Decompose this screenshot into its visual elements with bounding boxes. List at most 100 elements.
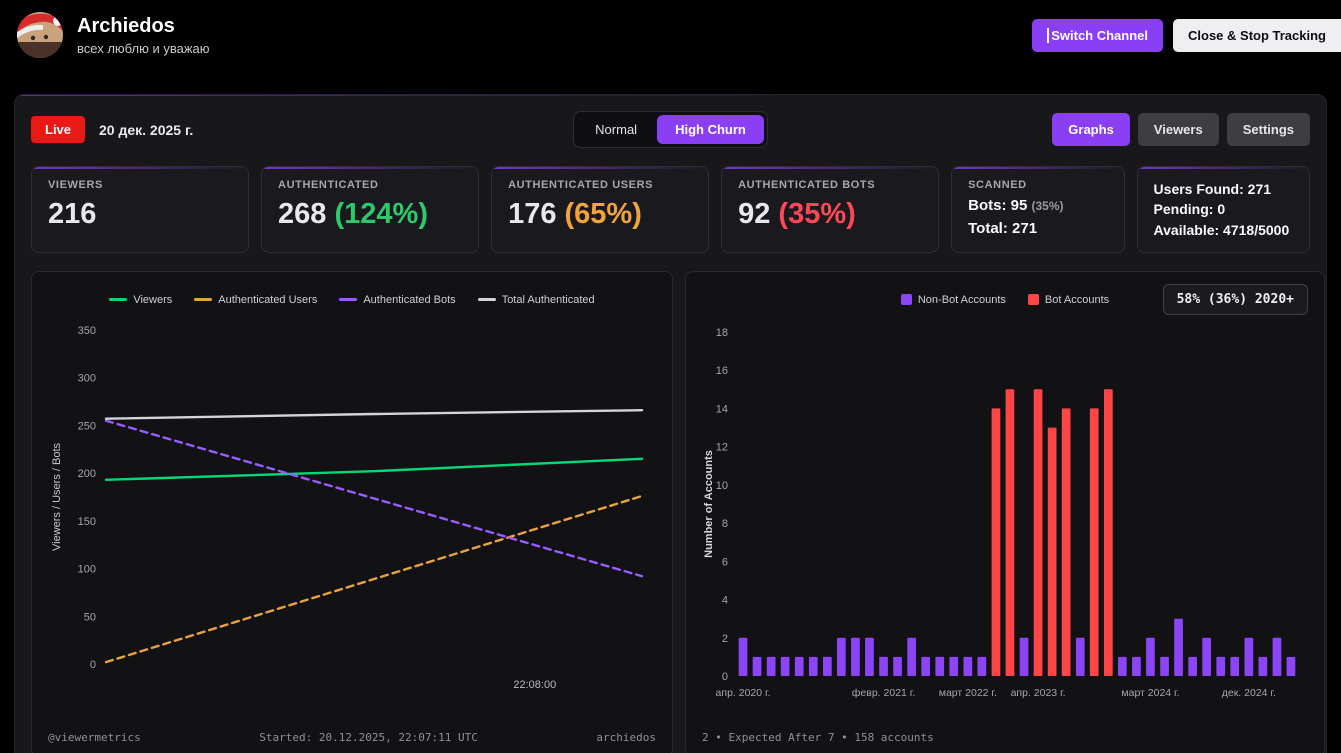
viewers-line-swatch [109, 298, 128, 302]
stats-row: VIEWERS 216 AUTHENTICATED 268 (124%) AUT… [31, 166, 1310, 253]
footer-watermark: @viewermetrics [48, 730, 141, 744]
svg-text:2: 2 [722, 633, 728, 645]
account-age-annotation: 58% (36%) 2020+ [1162, 283, 1308, 315]
legend-item-total-authenticated: Total Authenticated [477, 293, 595, 306]
bar-chart-svg: 0 2 4 6 8 10 12 14 16 18 Number of Accounts апр. 20… [703, 327, 1296, 699]
stat-card-authenticated: AUTHENTICATED 268 (124%) [261, 166, 480, 253]
stat-card-scanned: SCANNED Bots: 95 (35%) Total: 271 [951, 166, 1125, 253]
svg-text:4: 4 [722, 594, 728, 606]
mode-normal-button[interactable]: Normal [577, 115, 655, 144]
svg-text:февр. 2021 г.: февр. 2021 г. [852, 687, 915, 699]
legend-item-nonbot-accounts: Non-Bot Accounts [900, 293, 1006, 306]
nonbot-swatch [900, 294, 912, 306]
svg-text:дек. 2024 г.: дек. 2024 г. [1222, 687, 1276, 699]
svg-text:12: 12 [716, 442, 728, 454]
users-found-line: Users Found: 271 [1153, 181, 1272, 197]
svg-text:апр. 2023 г.: апр. 2023 г. [1011, 687, 1066, 699]
legend-label: Authenticated Users [218, 293, 318, 306]
stat-value: 268 (124%) [278, 198, 462, 231]
footer-channel-name: archiedos [596, 730, 656, 744]
mode-high-churn-button[interactable]: High Churn [657, 115, 764, 144]
legend-label: Authenticated Bots [363, 293, 456, 306]
svg-text:300: 300 [78, 373, 96, 385]
scanned-total-line: Total: 271 [968, 220, 1038, 237]
avatar [16, 11, 64, 59]
view-tabs: Graphs Viewers Settings [768, 113, 1311, 146]
scanned-bots-count: Bots: 95 [968, 197, 1028, 214]
legend-label: Non-Bot Accounts [917, 293, 1006, 306]
tab-settings[interactable]: Settings [1226, 113, 1311, 146]
svg-text:200: 200 [78, 468, 96, 480]
legend-label: Total Authenticated [501, 293, 595, 306]
bar-chart-card: Non-Bot Accounts Bot Accounts 58% (36%) … [685, 270, 1325, 753]
svg-text:14: 14 [716, 403, 728, 415]
stat-label: VIEWERS [48, 179, 103, 191]
svg-text:50: 50 [84, 611, 96, 623]
legend-item-viewers: Viewers [109, 294, 172, 306]
svg-text:Viewers / Users / Bots: Viewers / Users / Bots [51, 442, 63, 550]
tab-graphs[interactable]: Graphs [1052, 113, 1130, 146]
svg-text:Number of Accounts: Number of Accounts [703, 450, 715, 558]
stat-label: AUTHENTICATED USERS [508, 179, 654, 191]
stream-date: 20 дек. 2025 г. [99, 121, 194, 138]
svg-text:0: 0 [722, 671, 728, 683]
stream-status-group: Live 20 дек. 2025 г. [31, 116, 573, 143]
svg-text:март 2022 г.: март 2022 г. [939, 687, 997, 699]
svg-text:апр. 2020 г.: апр. 2020 г. [716, 687, 771, 699]
stat-label: AUTHENTICATED BOTS [738, 179, 876, 191]
line-chart-header: Viewers Authenticated Users Authenticate… [46, 284, 658, 316]
switch-channel-label: Switch Channel [1051, 27, 1149, 43]
header-actions: Switch Channel Close & Stop Tracking [1032, 18, 1341, 52]
top-header: Archiedos всех люблю и уважаю Switch Cha… [0, 0, 1341, 70]
stat-percent: (35%) [778, 198, 856, 230]
mode-toggle: Normal High Churn [573, 111, 768, 148]
avatar-image [17, 12, 63, 58]
stat-card-authenticated-bots: AUTHENTICATED BOTS 92 (35%) [721, 166, 940, 253]
line-chart-svg: 0 50 100 150 200 250 300 350 22:08:00 Viewers / U… [51, 325, 644, 691]
auth-users-line-swatch [194, 298, 213, 302]
svg-text:16: 16 [716, 365, 728, 377]
dashboard-panel: Live 20 дек. 2025 г. Normal High Churn G… [14, 94, 1327, 753]
svg-text:22:08:00: 22:08:00 [513, 679, 556, 691]
bar-chart-header: Non-Bot Accounts Bot Accounts 58% (36%) … [700, 283, 1310, 316]
close-stop-tracking-button[interactable]: Close & Stop Tracking [1173, 18, 1341, 52]
stat-label: AUTHENTICATED [278, 179, 379, 191]
bar-chart-legend: Non-Bot Accounts Bot Accounts [900, 293, 1110, 306]
svg-text:350: 350 [78, 325, 96, 337]
stat-number: 92 [738, 198, 771, 230]
switch-channel-button[interactable]: Switch Channel [1032, 18, 1164, 52]
auth-bots-line-swatch [339, 298, 358, 302]
tab-viewers[interactable]: Viewers [1137, 113, 1219, 146]
channel-tagline: всех люблю и уважаю [77, 40, 210, 56]
charts-row: Viewers Authenticated Users Authenticate… [31, 270, 1325, 753]
svg-text:0: 0 [90, 659, 96, 671]
stat-label: SCANNED [968, 179, 1027, 191]
stat-value: 176 (65%) [508, 198, 692, 231]
stat-card-capacity: Users Found: 271 Pending: 0 Available: 4… [1136, 166, 1310, 253]
svg-text:10: 10 [716, 480, 728, 492]
text-cursor [1047, 27, 1050, 43]
pending-line: Pending: 0 [1153, 201, 1226, 218]
legend-item-authenticated-bots: Authenticated Bots [339, 293, 456, 306]
stat-percent: (124%) [334, 198, 428, 230]
live-badge: Live [31, 116, 86, 143]
bar-chart-footer: 2 • Expected After 7 • 158 accounts [700, 727, 1310, 746]
channel-name: Archiedos [77, 14, 175, 37]
svg-text:6: 6 [722, 556, 728, 568]
legend-label: Viewers [133, 293, 173, 306]
svg-text:март 2024 г.: март 2024 г. [1121, 687, 1179, 699]
legend-item-authenticated-users: Authenticated Users [194, 294, 317, 306]
stat-card-authenticated-users: AUTHENTICATED USERS 176 (65%) [491, 166, 710, 253]
line-chart-footer: @viewermetrics Started: 20.12.2025, 22:0… [46, 727, 658, 746]
stat-value: 92 (35%) [738, 198, 922, 231]
stat-card-viewers: VIEWERS 216 [31, 166, 250, 253]
scanned-bots-line: Bots: 95 (35%) [968, 197, 1107, 214]
stat-percent: (65%) [564, 198, 642, 230]
footer-started-timestamp: Started: 20.12.2025, 22:07:11 UTC [259, 730, 478, 744]
legend-label: Bot Accounts [1044, 293, 1110, 306]
controls-row: Live 20 дек. 2025 г. Normal High Churn G… [31, 111, 1311, 148]
stat-number: 268 [278, 198, 327, 230]
line-chart-card: Viewers Authenticated Users Authenticate… [31, 270, 673, 753]
line-chart-legend: Viewers Authenticated Users Authenticate… [109, 293, 595, 306]
svg-text:100: 100 [78, 563, 96, 575]
